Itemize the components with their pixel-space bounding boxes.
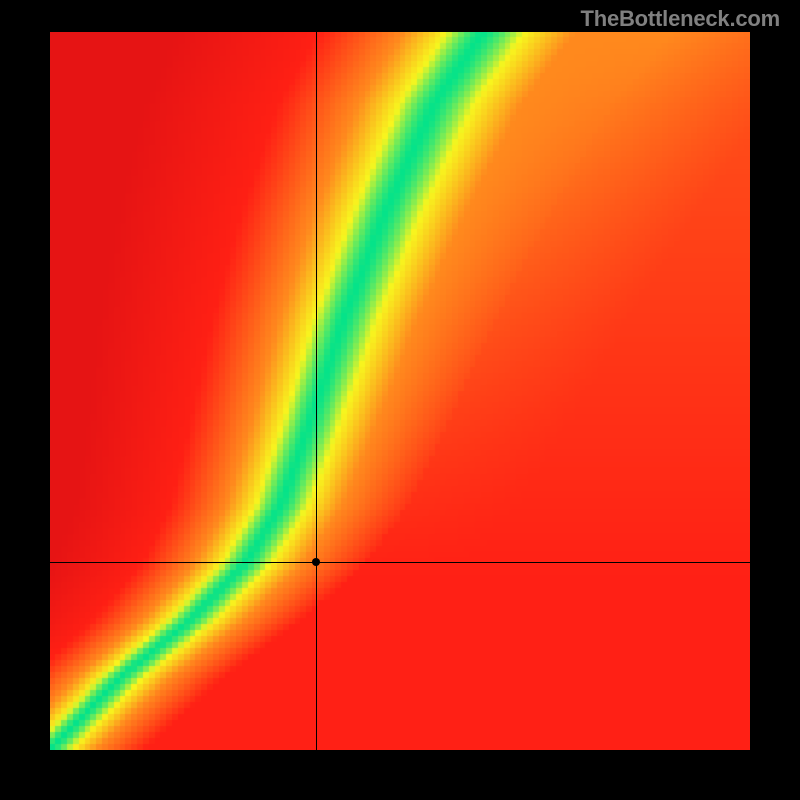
crosshair-horizontal xyxy=(50,562,750,563)
watermark-text: TheBottleneck.com xyxy=(580,6,780,32)
heatmap-canvas xyxy=(50,32,750,750)
heatmap-plot xyxy=(50,32,750,750)
marker-point xyxy=(312,558,320,566)
chart-container: TheBottleneck.com xyxy=(0,0,800,800)
crosshair-vertical xyxy=(316,32,317,750)
